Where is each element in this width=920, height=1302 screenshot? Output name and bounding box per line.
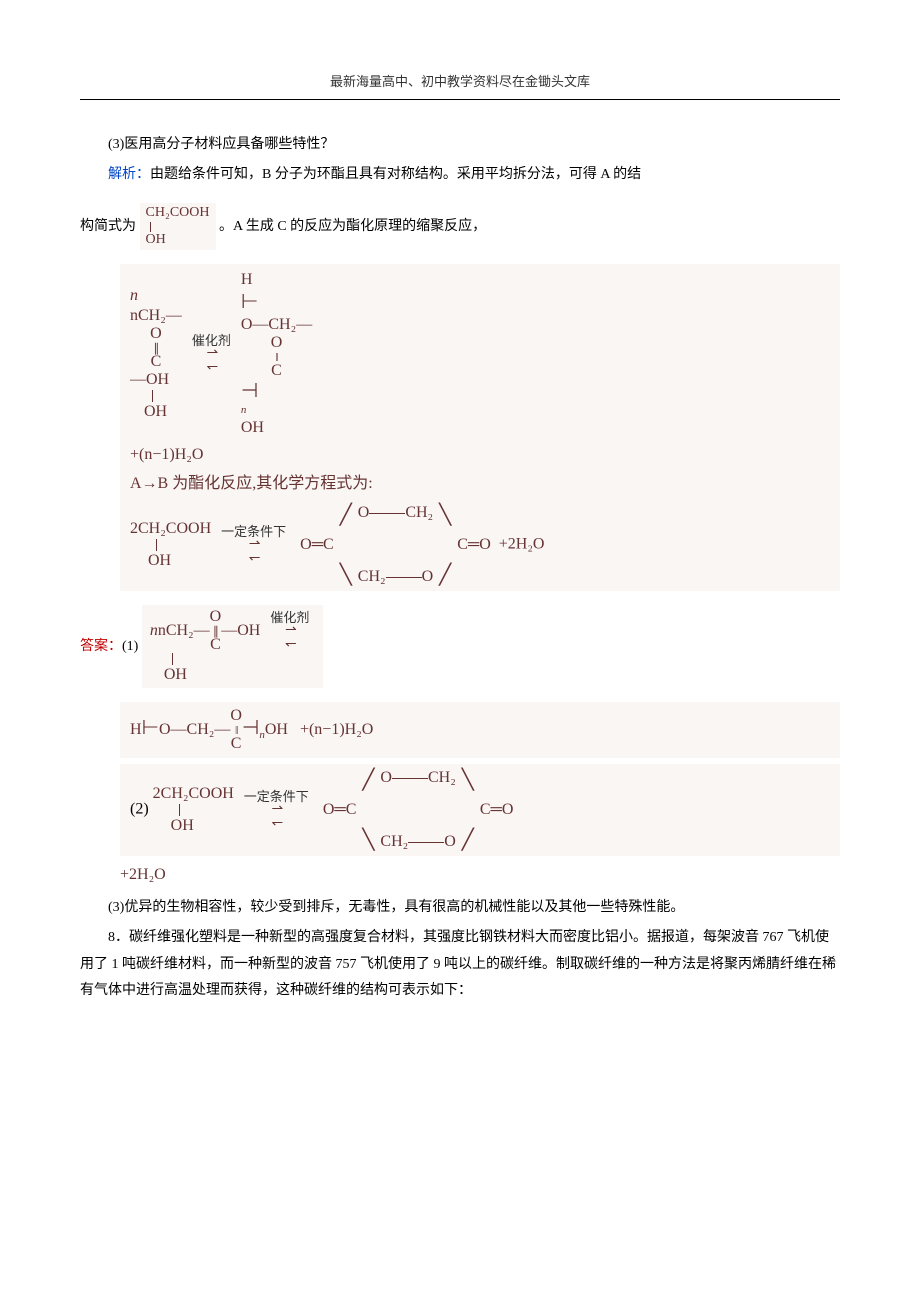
answer-label: 答案： [80, 639, 122, 654]
question-8: 8．碳纤维强化塑料是一种新型的高强度复合材料，其强度比钢铁材料大而密度比铝小。据… [80, 925, 840, 1005]
question-3: (3)医用高分子材料应具备哪些特性？ [80, 132, 840, 159]
slash-ul: ╱ [338, 504, 354, 526]
eq1-lhs-pre: nCH₂— [130, 306, 182, 326]
slash-ur: ╲ [437, 504, 453, 526]
eq1-bond [152, 390, 182, 402]
slash-ll: ╲ [338, 564, 354, 586]
eq1-water: +(n−1)H₂O [130, 444, 830, 466]
ab-line: A→B 为酯化反应,其化学方程式为: [130, 473, 830, 495]
ans2-arrow: 一定条件下 ⇀↽ [244, 790, 309, 831]
carbonyl-O: O [130, 326, 182, 342]
eq1-arrow: 催化剂 ⇀↽ [192, 334, 231, 375]
structure-A: CH₂COOH OH [140, 203, 216, 251]
eq1-rhs-OH: OH [241, 418, 312, 438]
eq1-arrow-symbol: ⇀↽ [192, 347, 231, 375]
eq2-lhs-oh: OH [130, 551, 211, 571]
ring-O-top: O [358, 504, 370, 521]
ring-bot-bond [386, 577, 422, 578]
analysis-mid1: 构简式为 [80, 219, 140, 234]
eq1-n: n [130, 286, 182, 306]
carbonyl-O-2: O [241, 335, 312, 351]
structA-top: CH₂COOH [146, 205, 210, 222]
page-header: 最新海量高中、初中教学资料尽在金锄头文库 [80, 70, 840, 100]
carbonyl-C-2: C [241, 363, 312, 379]
analysis-pre: 由题给条件可知，B 分子为环酯且具有对称结构。采用平均拆分法，可得 A 的结 [150, 167, 641, 182]
answer-1-rhs: H⊢O—CH₂—O‖C⊣nOH +(n−1)H₂O [120, 702, 840, 758]
eq2-bond [156, 539, 211, 551]
eq2-arrow: 一定条件下 ⇀↽ [221, 525, 286, 566]
analysis-line-2: 构简式为 CH₂COOH OH 。A 生成 C 的反应为酯化原理的缩聚反应， [80, 203, 840, 251]
answer-2: (2) 2CH₂COOH OH 一定条件下 ⇀↽ O═C ╱ OCH₂ ╲ [120, 764, 840, 856]
condition-label: 一定条件下 [221, 525, 286, 538]
answer-2-water: +2H₂O [120, 862, 840, 888]
eq1-rhs-H: H [241, 270, 312, 290]
ans2-ring: O═C ╱ OCH₂ ╲ ╲ CH₂O [323, 770, 514, 850]
eq2-arrow-symbol: ⇀↽ [221, 538, 286, 566]
ans2-lhs: 2CH₂COOH OH [153, 784, 234, 836]
eq2-water: +2H₂O [499, 536, 545, 553]
answer-1-struct: nnCH₂—O∥C—OH 催化剂 ⇀↽ OH [142, 605, 324, 688]
ring-left: O═C [300, 534, 334, 556]
slash-lr: ╱ [437, 564, 453, 586]
eq2-lhs-pre: 2CH₂COOH [130, 519, 211, 539]
structA-bond [150, 222, 210, 232]
ring-right: C═O [457, 534, 491, 556]
structA-bot: OH [146, 232, 210, 249]
eq1-rhs-n: n [241, 404, 312, 418]
eq1-carbonyl: O∥C [130, 326, 182, 370]
analysis-mid2: 。A 生成 C 的反应为酯化原理的缩聚反应， [219, 219, 486, 234]
eq1-rhs-mid: O—CH₂— [241, 315, 312, 335]
answer-3: (3)优异的生物相容性，较少受到排斥，无毒性，具有很高的机械性能以及其他一些特殊… [80, 895, 840, 922]
catalyst-label: 催化剂 [192, 334, 231, 347]
ring-top-bond [369, 513, 405, 514]
eq1-lhs: nnCH₂—O∥C—OH OH [130, 286, 182, 422]
answer-2-prefix: (2) [130, 801, 153, 818]
answer-line-1: 答案：(1) nnCH₂—O∥C—OH 催化剂 ⇀↽ OH [80, 605, 840, 688]
eq1-oh: OH [130, 402, 182, 422]
analysis-label: 解析： [108, 167, 150, 182]
eq2-lhs: 2CH₂COOH OH [130, 519, 211, 571]
carbonyl-C: C [130, 354, 182, 370]
eq1-rhs-carbonyl: O‖C [241, 335, 312, 379]
ring-O-bot: O [422, 568, 434, 585]
ring-structure: O═C ╱ O CH₂ ╲ ╲ CH₂ [300, 505, 491, 585]
ring-CH2-bot: CH₂ [358, 568, 386, 585]
eq1-lhs-post: —OH [130, 370, 182, 390]
analysis-line-1: 解析：由题给条件可知，B 分子为环酯且具有对称结构。采用平均拆分法，可得 A 的… [80, 162, 840, 189]
eq1-rhs: H⊢O—CH₂—O‖C⊣nOH [241, 270, 312, 438]
equation-1: nnCH₂—O∥C—OH OH 催化剂 ⇀↽ H⊢O—CH₂—O‖C⊣nOH +… [120, 264, 840, 591]
answer-1-prefix: (1) [122, 639, 142, 654]
ring-CH2-top: CH₂ [405, 504, 433, 521]
